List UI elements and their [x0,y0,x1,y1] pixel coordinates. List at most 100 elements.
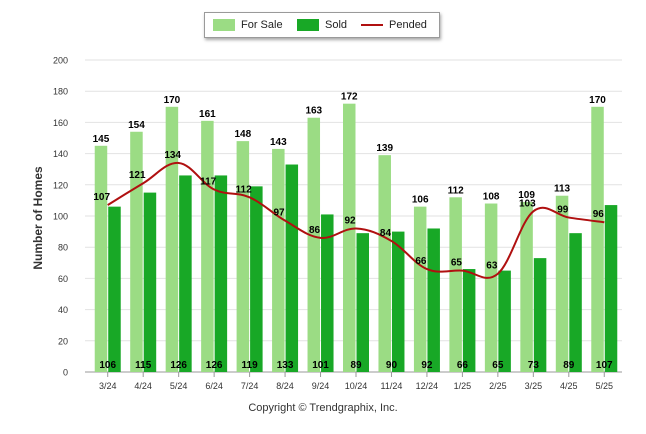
x-tick-label: 8/24 [276,381,294,391]
y-tick-label: 40 [58,305,68,315]
sold-value-label: 89 [563,360,575,371]
pended-value-label: 99 [557,205,569,216]
copyright-footer: Copyright © Trendgraphix, Inc. [248,402,398,414]
for-sale-value-label: 139 [376,143,393,154]
legend-label-pended: Pended [389,19,427,31]
bar-for-sale [378,155,391,372]
for-sale-value-label: 112 [448,185,465,196]
legend-label-for-sale: For Sale [241,19,283,31]
bar-sold [108,206,121,372]
y-tick-label: 120 [53,180,68,190]
sold-value-label: 126 [170,360,187,371]
bar-for-sale [201,120,214,372]
bar-for-sale [272,148,285,372]
x-tick-label: 12/24 [416,381,439,391]
sold-value-label: 106 [99,360,116,371]
y-axis-title: Number of Homes [31,166,45,270]
bar-sold [179,175,192,372]
pended-swatch [361,24,383,26]
x-tick-label: 3/25 [525,381,543,391]
sold-value-label: 119 [242,360,259,371]
x-tick-label: 2/25 [489,381,507,391]
sold-swatch [297,19,319,31]
bar-for-sale [413,206,427,372]
sold-value-label: 89 [350,360,362,371]
bar-for-sale [236,141,250,372]
bar-sold [321,214,334,372]
for-sale-value-label: 113 [554,184,571,195]
sold-value-label: 73 [528,360,540,371]
bar-for-sale [520,201,533,372]
for-sale-value-label: 170 [589,95,606,106]
bar-sold [604,205,618,372]
for-sale-value-label: 172 [341,92,358,103]
for-sale-value-label: 106 [412,195,429,206]
bar-for-sale [94,145,108,372]
for-sale-value-label: 161 [199,109,216,120]
x-tick-label: 5/25 [596,381,614,391]
bar-sold [498,270,511,372]
bar-for-sale [307,117,321,372]
for-sale-value-label: 170 [164,95,181,106]
sold-value-label: 107 [596,360,613,371]
pended-value-label: 97 [274,208,286,219]
for-sale-value-label: 143 [270,137,287,148]
pended-value-label: 96 [593,209,605,220]
bar-for-sale [165,106,179,373]
pended-value-label: 107 [93,192,110,203]
x-tick-label: 3/24 [99,381,117,391]
y-tick-label: 80 [58,243,68,253]
pended-value-label: 121 [129,170,146,181]
bar-for-sale [130,131,143,372]
y-tick-label: 100 [53,212,68,222]
x-tick-label: 1/25 [454,381,472,391]
pended-value-label: 86 [309,225,321,236]
x-tick-label: 4/25 [560,381,578,391]
y-tick-label: 20 [58,336,68,346]
y-tick-label: 0 [63,368,68,378]
bar-sold [143,192,157,372]
sold-value-label: 133 [277,360,294,371]
bar-sold [533,258,547,372]
x-tick-label: 10/24 [345,381,368,391]
bar-sold [250,186,263,372]
for-sale-value-label: 145 [93,134,110,145]
x-tick-label: 4/24 [134,381,152,391]
sold-value-label: 66 [457,360,469,371]
bar-sold [214,175,228,372]
x-tick-label: 5/24 [170,381,188,391]
bar-for-sale [555,195,569,372]
legend: For Sale Sold Pended [204,12,440,38]
y-tick-label: 180 [53,87,68,97]
x-tick-label: 11/24 [381,381,403,391]
bar-sold [356,233,369,372]
x-tick-label: 7/24 [241,381,259,391]
legend-label-sold: Sold [325,19,348,31]
for-sale-swatch [213,19,235,31]
pended-value-label: 112 [236,184,253,195]
bars [94,103,618,373]
pended-value-label: 134 [164,150,181,161]
for-sale-value-label: 163 [305,106,322,117]
for-sale-value-label: 154 [128,120,145,131]
pended-line-path [107,161,605,279]
x-tick-label: 6/24 [205,381,223,391]
pended-value-label: 84 [380,228,392,239]
bar-sold [462,269,476,372]
bar-for-sale [449,197,462,372]
x-tick-label: 9/24 [312,381,330,391]
y-tick-label: 60 [58,274,68,284]
y-tick-label: 200 [53,56,68,66]
sold-value-label: 126 [206,360,223,371]
for-sale-value-label: 148 [235,129,252,140]
pended-line [107,161,605,279]
bar-sold [569,233,582,372]
y-tick-label: 140 [53,149,68,159]
pended-value-label: 103 [519,198,536,209]
sold-value-label: 115 [135,360,152,371]
pended-value-label: 92 [344,215,356,226]
pended-value-label: 65 [451,258,463,269]
pended-value-label: 117 [200,176,217,187]
pended-value-label: 66 [415,256,427,267]
